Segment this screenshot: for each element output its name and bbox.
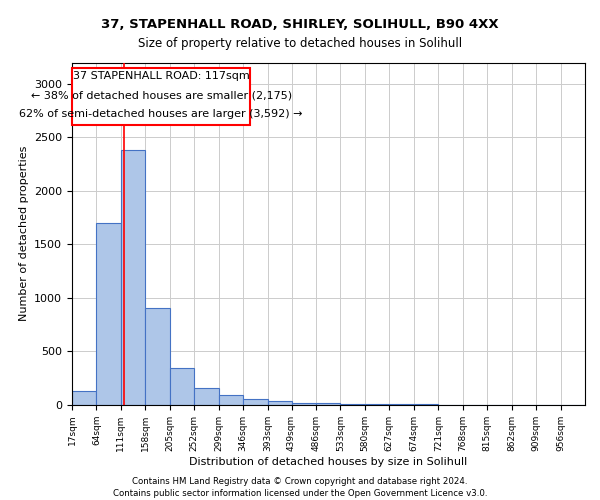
Text: Size of property relative to detached houses in Solihull: Size of property relative to detached ho… (138, 38, 462, 51)
Bar (72, 391, 97, 405)
FancyBboxPatch shape (72, 68, 250, 124)
Bar (243, 399, 268, 405)
Bar (340, 404, 365, 405)
Bar (268, 402, 292, 405)
Bar (365, 404, 389, 405)
Text: 37, STAPENHALL ROAD, SHIRLEY, SOLIHULL, B90 4XX: 37, STAPENHALL ROAD, SHIRLEY, SOLIHULL, … (101, 18, 499, 30)
Bar (145, 308, 170, 405)
Bar (121, 150, 145, 405)
Text: Contains public sector information licensed under the Open Government Licence v3: Contains public sector information licen… (113, 488, 487, 498)
Bar (97, 223, 121, 405)
Text: ← 38% of detached houses are smaller (2,175): ← 38% of detached houses are smaller (2,… (31, 90, 292, 101)
Text: 62% of semi-detached houses are larger (3,592) →: 62% of semi-detached houses are larger (… (19, 110, 303, 120)
Bar (219, 396, 243, 405)
Bar (194, 388, 219, 405)
X-axis label: Distribution of detached houses by size in Solihull: Distribution of detached houses by size … (190, 456, 467, 466)
Bar (292, 403, 316, 405)
Bar (170, 368, 194, 405)
Y-axis label: Number of detached properties: Number of detached properties (19, 146, 29, 322)
Text: 37 STAPENHALL ROAD: 117sqm: 37 STAPENHALL ROAD: 117sqm (73, 72, 250, 82)
Text: Contains HM Land Registry data © Crown copyright and database right 2024.: Contains HM Land Registry data © Crown c… (132, 477, 468, 486)
Bar (316, 404, 340, 405)
Bar (389, 404, 414, 405)
Bar (414, 404, 438, 405)
